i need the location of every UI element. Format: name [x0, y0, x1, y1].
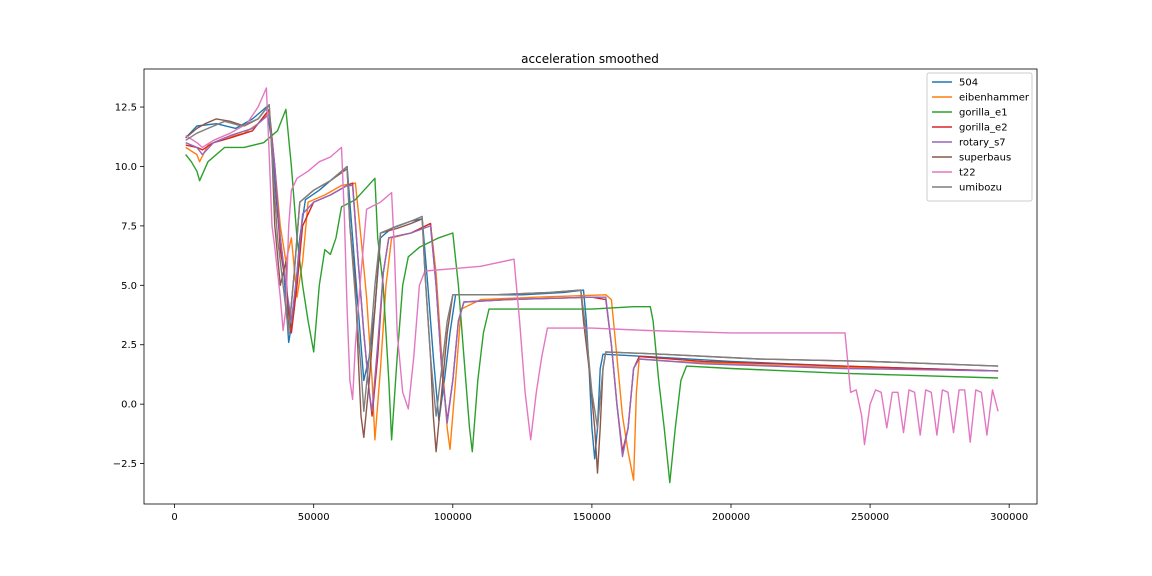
y-tick-label: 0.0	[121, 400, 137, 411]
legend-label-t22: t22	[959, 168, 976, 179]
legend-box	[926, 72, 1033, 202]
axes-frame	[143, 68, 1038, 505]
x-tick-label: 0	[171, 512, 177, 523]
legend-label-gorilla_e2: gorilla_e2	[959, 123, 1008, 134]
legend-label-504: 504	[959, 78, 978, 89]
x-tick-label: 50000	[298, 512, 330, 523]
legend-label-eibenhammer: eibenhammer	[959, 93, 1030, 104]
y-tick-label: 5.0	[121, 281, 137, 292]
legend-label-superbaus: superbaus	[959, 153, 1011, 164]
x-tick-label: 150000	[573, 512, 611, 523]
y-axis: −2.5 0.0 2.5 5.0 7.5 10.0 12.5	[113, 103, 144, 470]
legend-label-rotary_s7: rotary_s7	[959, 138, 1006, 149]
plot-area	[185, 87, 999, 484]
x-tick-label: 100000	[434, 512, 472, 523]
y-tick-label: −2.5	[113, 459, 137, 470]
chart-title: acceleration smoothed	[521, 52, 659, 66]
y-tick-label: 10.0	[115, 162, 137, 173]
series-line-gorilla_e1	[185, 108, 999, 484]
x-axis: 0 50000 100000 150000 200000 250000 300000	[171, 504, 1028, 523]
series-line-504	[185, 106, 999, 460]
legend-label-gorilla_e1: gorilla_e1	[959, 108, 1008, 119]
y-tick-label: 7.5	[121, 221, 137, 232]
legend-label-umibozu: umibozu	[959, 183, 1002, 194]
x-tick-label: 200000	[712, 512, 750, 523]
legend: 504 eibenhammer gorilla_e1 gorilla_e2rotary…	[926, 72, 1033, 202]
y-tick-label: 12.5	[115, 103, 137, 114]
series-line-rotary_s7	[185, 113, 999, 458]
x-tick-label: 300000	[990, 512, 1028, 523]
x-tick-label: 250000	[851, 512, 889, 523]
series-line-umibozu	[185, 104, 999, 429]
y-tick-label: 2.5	[121, 340, 137, 351]
